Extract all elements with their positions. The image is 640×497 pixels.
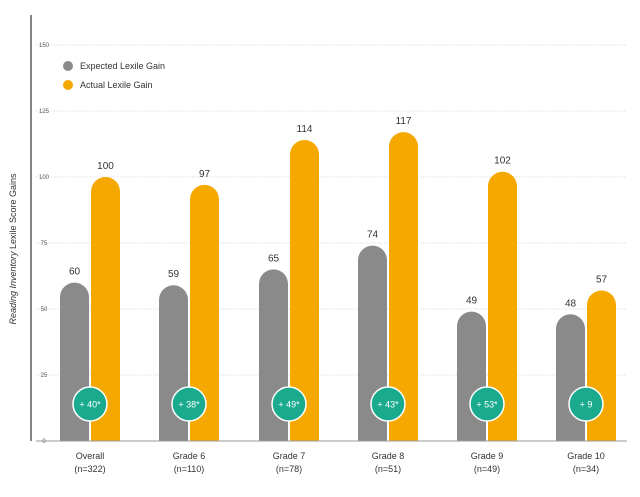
y-tick-label: 125 [39, 109, 50, 115]
bar-actual-lexile-gain [290, 140, 319, 442]
x-category-label: Grade 10 [567, 451, 605, 461]
data-label-actual: 102 [494, 156, 511, 167]
x-category-n-label: (n=51) [375, 464, 401, 474]
bar-actual-lexile-gain [190, 184, 219, 442]
difference-label: + 43* [377, 400, 399, 410]
data-label-actual: 100 [97, 161, 114, 172]
y-tick-label: 50 [41, 307, 48, 313]
x-category-label: Grade 6 [173, 451, 206, 461]
data-label-expected: 48 [565, 298, 577, 309]
grid-layer [36, 44, 627, 376]
data-label-expected: 74 [367, 230, 379, 241]
difference-label: + 38* [178, 400, 200, 410]
difference-label: + 49* [278, 400, 300, 410]
legend: Expected Lexile Gain Actual Lexile Gain [63, 61, 165, 90]
x-category-n-label: (n=34) [573, 464, 599, 474]
x-category-label: Grade 8 [372, 451, 405, 461]
y-tick-label: 75 [41, 241, 48, 247]
data-label-expected: 59 [168, 269, 180, 280]
data-label-actual: 114 [297, 124, 313, 135]
bar-actual-lexile-gain [91, 177, 120, 441]
x-category-n-label: (n=110) [174, 464, 205, 474]
difference-badge [469, 386, 505, 422]
x-category-n-label: (n=322) [74, 464, 105, 474]
y-tick-label: 100 [39, 175, 50, 181]
x-category-label: Grade 7 [273, 451, 306, 461]
y-axis-title-rest: Lexile Score Gains [8, 173, 18, 252]
data-label-actual: 97 [199, 169, 211, 180]
x-category-n-label: (n=49) [474, 464, 500, 474]
y-axis-title-italic: Reading Inventory [8, 251, 18, 325]
difference-badge [568, 386, 604, 422]
legend-label-actual: Actual Lexile Gain [80, 80, 153, 90]
legend-label-expected: Expected Lexile Gain [80, 61, 165, 71]
legend-swatch-expected [63, 61, 73, 71]
bar-actual-lexile-gain [488, 171, 517, 441]
bars-layer [60, 132, 616, 442]
x-category-label: Overall [76, 451, 105, 461]
y-axis-title: Reading Inventory Lexile Score Gains [8, 173, 18, 325]
difference-badge [271, 386, 307, 422]
data-label-expected: 60 [69, 267, 81, 278]
data-label-actual: 57 [596, 275, 608, 286]
x-category-n-label: (n=78) [276, 464, 302, 474]
bar-expected-lexile-gain [556, 314, 585, 441]
data-label-expected: 49 [466, 296, 478, 307]
y-tick-label: 150 [39, 43, 50, 49]
difference-label: + 40* [79, 400, 101, 410]
bar-actual-lexile-gain [389, 132, 418, 441]
axis-layer: 0 25 50 75 100 125 150 Reading Inventory Lexile… [8, 15, 627, 445]
difference-badge [171, 386, 207, 422]
x-category-label: Grade 9 [471, 451, 504, 461]
y-tick-label: 0 [42, 439, 46, 445]
labels-layer: 60 100 + 40* Overall (n=322) 59 97 + 38* Grade 6… [69, 116, 608, 474]
data-label-expected: 65 [268, 253, 280, 264]
y-tick-label: 25 [41, 373, 48, 379]
data-label-actual: 117 [396, 116, 412, 127]
difference-label: + 53* [476, 400, 498, 410]
legend-swatch-actual [63, 80, 73, 90]
difference-label: + 9 [580, 400, 593, 410]
difference-badge [72, 386, 108, 422]
bar-expected-lexile-gain [457, 311, 486, 441]
difference-badge [370, 386, 406, 422]
